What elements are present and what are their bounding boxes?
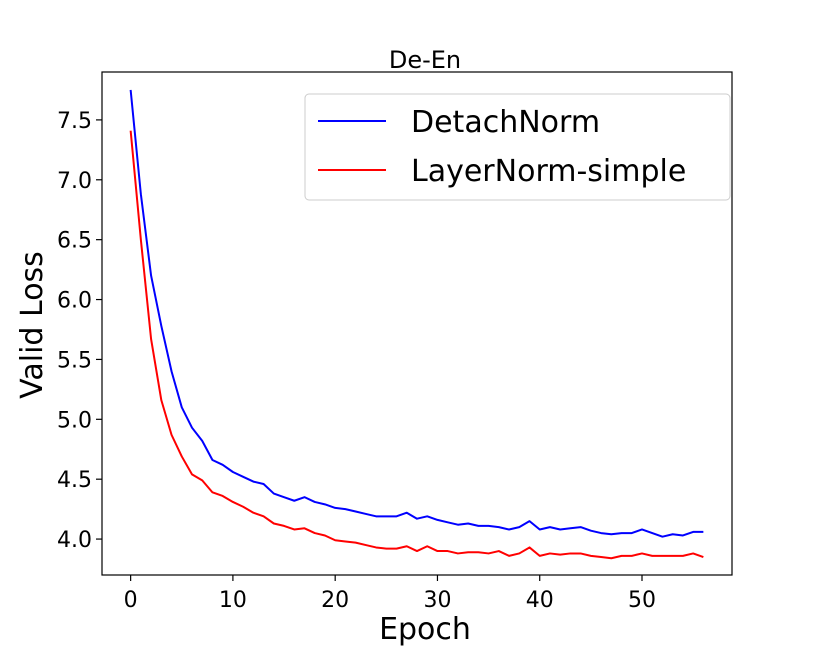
y-tick-label: 7.0 <box>57 169 92 194</box>
y-tick-label: 5.5 <box>57 348 92 373</box>
plot-lines <box>129 89 704 560</box>
x-tick-label: 0 <box>124 588 138 613</box>
y-tick-label: 7.5 <box>57 109 92 134</box>
y-tick-label: 4.0 <box>57 528 92 553</box>
y-tick-label: 4.5 <box>57 468 92 493</box>
legend-label-detachnorm: DetachNorm <box>411 105 600 140</box>
y-tick-label: 6.0 <box>57 289 92 314</box>
chart-title: De-En <box>389 46 461 74</box>
x-tick-label: 30 <box>423 588 451 613</box>
legend: DetachNorm LayerNorm-simple <box>304 93 731 201</box>
y-tick-label: 6.5 <box>57 229 92 254</box>
series-line-detachnorm <box>129 89 704 538</box>
x-tick-label: 40 <box>526 588 554 613</box>
legend-label-layernorm-simple: LayerNorm-simple <box>411 154 686 189</box>
x-axis-title: Epoch <box>379 612 471 646</box>
x-tick-label: 50 <box>628 588 656 613</box>
legend-box <box>304 93 731 201</box>
x-tick-label: 10 <box>219 588 247 613</box>
y-axis-ticks: 4.0 4.5 5.0 5.5 6.0 6.5 7.0 7.5 <box>57 109 102 553</box>
y-axis-title: Valid Loss <box>15 251 50 399</box>
y-tick-label: 5.0 <box>57 408 92 433</box>
x-tick-label: 20 <box>321 588 349 613</box>
plot-frame <box>101 71 733 576</box>
x-axis-ticks: 0 10 20 30 40 50 <box>124 575 656 613</box>
series-line-layernorm-simple <box>129 130 704 560</box>
